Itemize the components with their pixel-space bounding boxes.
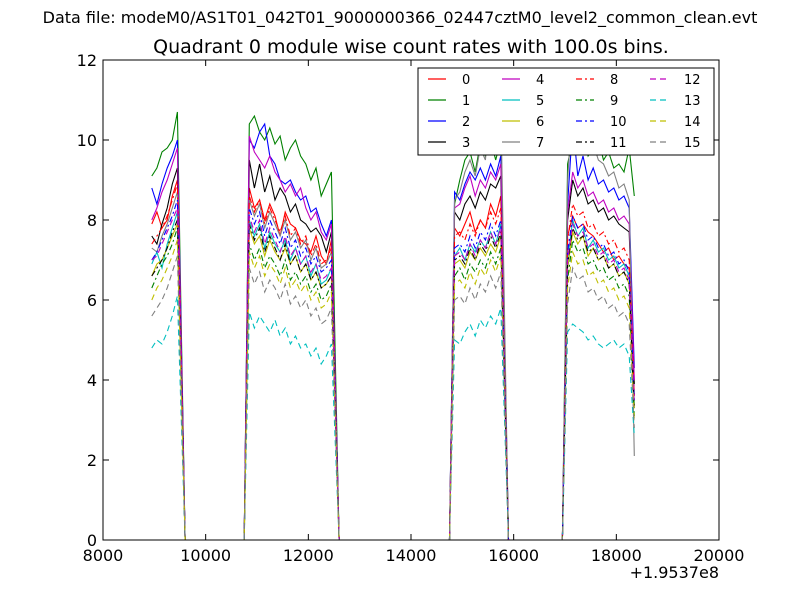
- legend-label: 4: [536, 73, 544, 88]
- y-tick-label: 4: [87, 371, 97, 390]
- legend-label: 6: [536, 115, 544, 130]
- series-layer: [152, 100, 635, 540]
- legend-label: 11: [610, 136, 627, 151]
- legend-label: 14: [684, 115, 701, 130]
- legend-label: 0: [462, 73, 470, 88]
- series-line-7: [152, 100, 635, 540]
- series-line-10: [152, 200, 635, 540]
- y-tick-label: 10: [77, 131, 97, 150]
- series-line-1: [152, 112, 635, 540]
- y-tick-label: 12: [77, 51, 97, 70]
- legend-label: 1: [462, 94, 470, 109]
- series-line-8: [152, 184, 635, 540]
- series-line-15: [152, 256, 635, 540]
- x-tick-label: 10000: [180, 546, 231, 565]
- series-line-5: [152, 212, 635, 540]
- legend-label: 10: [610, 115, 627, 130]
- y-tick-label: 2: [87, 451, 97, 470]
- legend-label: 3: [462, 136, 470, 151]
- series-line-0: [152, 180, 635, 540]
- legend-label: 8: [610, 73, 618, 88]
- series-line-4: [152, 136, 635, 540]
- series-line-11: [152, 220, 635, 540]
- legend-label: 2: [462, 115, 470, 130]
- series-line-13: [152, 296, 635, 540]
- y-tick-label: 0: [87, 531, 97, 550]
- x-offset-label: +1.9537e8: [630, 563, 719, 582]
- x-tick-label: 16000: [488, 546, 539, 565]
- x-tick-label: 12000: [283, 546, 334, 565]
- legend-label: 12: [684, 73, 701, 88]
- series-line-9: [152, 228, 635, 540]
- series-line-14: [152, 240, 635, 540]
- x-tick-label: 14000: [386, 546, 437, 565]
- series-line-2: [152, 124, 635, 540]
- legend-label: 15: [684, 136, 701, 151]
- series-line-12: [152, 208, 635, 540]
- legend-label: 13: [684, 94, 701, 109]
- legend-label: 9: [610, 94, 618, 109]
- series-line-3: [152, 160, 635, 540]
- series-line-6: [152, 224, 635, 540]
- legend-label: 7: [536, 136, 544, 151]
- legend-label: 5: [536, 94, 544, 109]
- y-tick-label: 6: [87, 291, 97, 310]
- y-tick-label: 8: [87, 211, 97, 230]
